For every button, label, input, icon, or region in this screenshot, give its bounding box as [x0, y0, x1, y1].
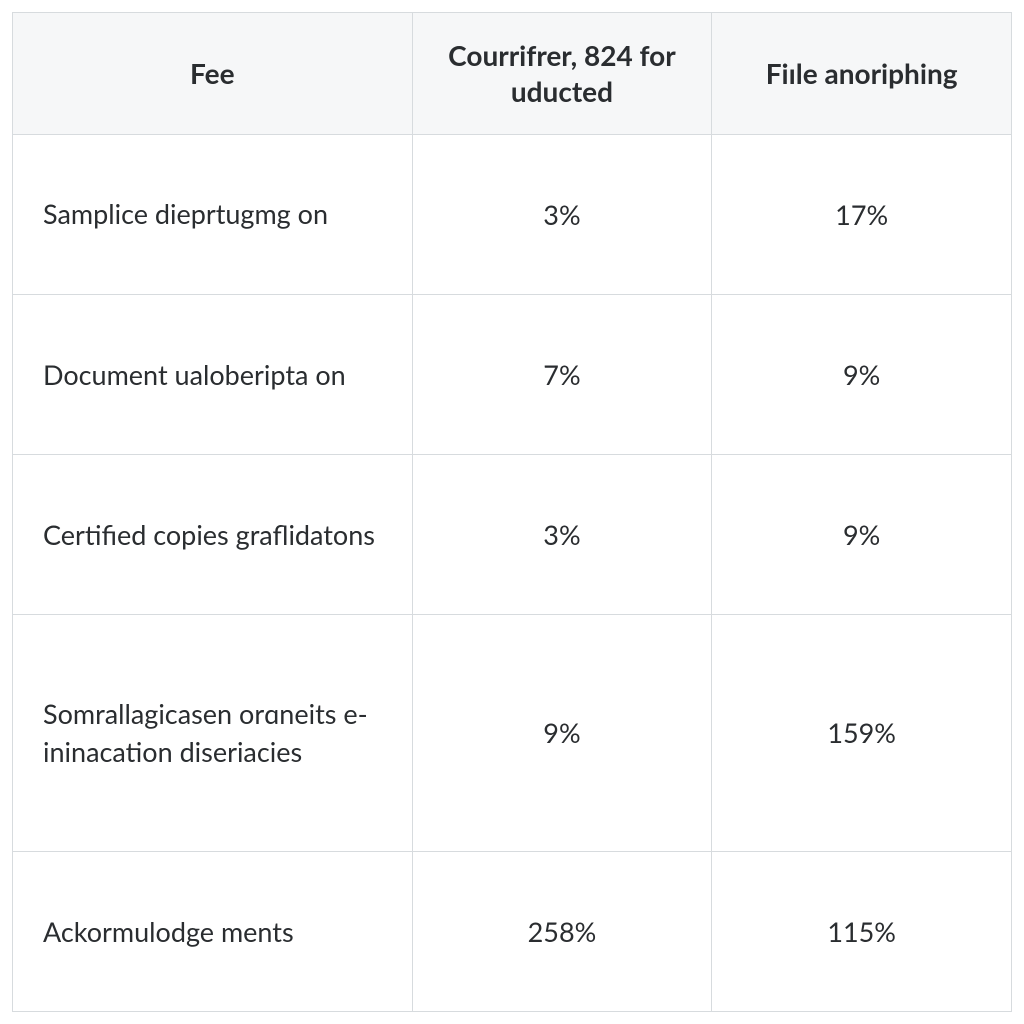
- row-value-c1: 3%: [412, 454, 712, 614]
- row-value-c1: 3%: [412, 134, 712, 294]
- row-label: Certified copies graflidatons: [13, 454, 413, 614]
- row-label: Samplice dieprtugmg on: [13, 134, 413, 294]
- table-row: Document ualoberipta on 7% 9%: [13, 294, 1012, 454]
- row-label: Somrallagicasen orɑneits e-ininacation d…: [13, 615, 413, 852]
- row-value-c2: 9%: [712, 294, 1012, 454]
- header-row: Fee Courrifrer, 824 for uducted Fiıle an…: [13, 13, 1012, 135]
- table-row: Somrallagicasen orɑneits e-ininacation d…: [13, 615, 1012, 852]
- row-label: Ackormulodge ments: [13, 851, 413, 1011]
- row-label: Document ualoberipta on: [13, 294, 413, 454]
- row-value-c2: 115%: [712, 851, 1012, 1011]
- row-value-c1: 258%: [412, 851, 712, 1011]
- row-value-c2: 9%: [712, 454, 1012, 614]
- col-header-file: Fiıle anoriphing: [712, 13, 1012, 135]
- table-row: Certified copies graflidatons 3% 9%: [13, 454, 1012, 614]
- row-value-c2: 159%: [712, 615, 1012, 852]
- table-row: Ackormulodge ments 258% 115%: [13, 851, 1012, 1011]
- row-value-c1: 7%: [412, 294, 712, 454]
- col-header-fee: Fee: [13, 13, 413, 135]
- table-row: Samplice dieprtugmg on 3% 17%: [13, 134, 1012, 294]
- col-header-courrifrer: Courrifrer, 824 for uducted: [412, 13, 712, 135]
- row-value-c2: 17%: [712, 134, 1012, 294]
- fee-table-container: Fee Courrifrer, 824 for uducted Fiıle an…: [12, 12, 1012, 1012]
- fee-table: Fee Courrifrer, 824 for uducted Fiıle an…: [12, 12, 1012, 1012]
- row-value-c1: 9%: [412, 615, 712, 852]
